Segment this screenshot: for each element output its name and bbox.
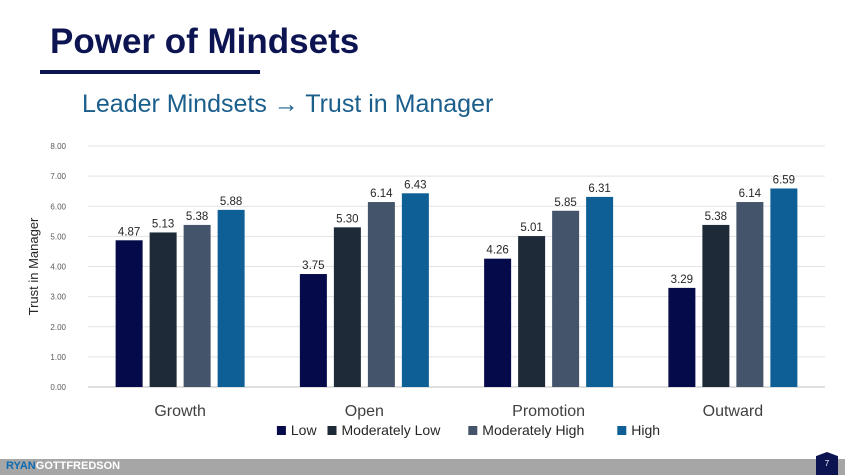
- data-label: 6.59: [773, 174, 795, 186]
- y-tick-label: 8.00: [50, 142, 66, 151]
- footer-bar: RYANGOTTFREDSON: [0, 459, 845, 475]
- data-label: 5.01: [520, 222, 542, 234]
- bar: [586, 196, 614, 387]
- y-tick-label: 4.00: [50, 263, 66, 272]
- bar: [668, 287, 696, 387]
- legend-swatch: [327, 426, 337, 435]
- y-tick-label: 0.00: [50, 383, 66, 392]
- bar: [552, 210, 580, 387]
- data-label: 6.43: [404, 179, 426, 191]
- page-number: 7: [816, 452, 838, 475]
- y-tick-label: 6.00: [50, 202, 66, 211]
- data-label: 3.29: [671, 274, 693, 286]
- bar: [367, 202, 395, 387]
- x-category-label: Open: [345, 403, 384, 420]
- data-label: 5.38: [186, 211, 208, 223]
- brand-logo-part1: RYAN: [6, 460, 36, 472]
- bar: [299, 274, 327, 387]
- x-category-label: Promotion: [512, 403, 585, 420]
- brand-logo: RYANGOTTFREDSON: [6, 460, 120, 472]
- y-axis-label: Trust in Manager: [26, 217, 41, 315]
- bar: [702, 224, 730, 387]
- data-label: 4.87: [118, 226, 140, 238]
- bar: [401, 193, 429, 387]
- data-label: 3.75: [302, 260, 324, 272]
- data-label: 5.13: [152, 218, 174, 230]
- brand-logo-part2: GOTTFREDSON: [35, 460, 121, 472]
- chart-subtitle: Leader Mindsets → Trust in Manager: [82, 90, 494, 118]
- bar: [770, 188, 798, 387]
- y-tick-label: 2.00: [50, 323, 66, 332]
- legend-swatch: [468, 426, 478, 435]
- bar: [217, 209, 245, 387]
- y-tick-label: 5.00: [50, 232, 66, 241]
- x-category-label: Outward: [703, 403, 763, 420]
- data-label: 4.26: [486, 245, 508, 257]
- legend-entry: Moderately Low: [342, 422, 442, 438]
- title-underline: [40, 70, 260, 74]
- legend-entry: Moderately High: [482, 422, 584, 438]
- data-label: 5.38: [705, 211, 727, 223]
- bar-chart: 0.00 1.00 2.00 3.00 4.00 5.00 6.00 7.00 8.00 Trus…: [26, 142, 825, 438]
- x-category-label: Growth: [154, 403, 206, 420]
- data-label: 5.88: [220, 196, 242, 208]
- bar: [518, 236, 546, 387]
- bar: [484, 258, 512, 387]
- bar: [333, 227, 361, 387]
- legend-swatch: [276, 426, 286, 435]
- bar: [183, 224, 211, 387]
- data-label: 6.14: [370, 188, 393, 200]
- bar: [736, 202, 764, 387]
- slide-title: Power of Mindsets: [50, 22, 360, 61]
- bar: [149, 232, 177, 387]
- data-label: 5.85: [554, 197, 576, 209]
- y-tick-label: 1.00: [50, 353, 66, 362]
- legend-entry: Low: [291, 422, 318, 438]
- bar: [115, 240, 143, 387]
- y-tick-label: 3.00: [50, 293, 66, 302]
- legend-swatch: [617, 426, 627, 435]
- data-label: 6.14: [739, 188, 762, 200]
- y-tick-label: 7.00: [50, 172, 66, 181]
- legend-entry: High: [631, 422, 660, 438]
- data-label: 6.31: [588, 183, 610, 195]
- data-label: 5.30: [336, 213, 358, 225]
